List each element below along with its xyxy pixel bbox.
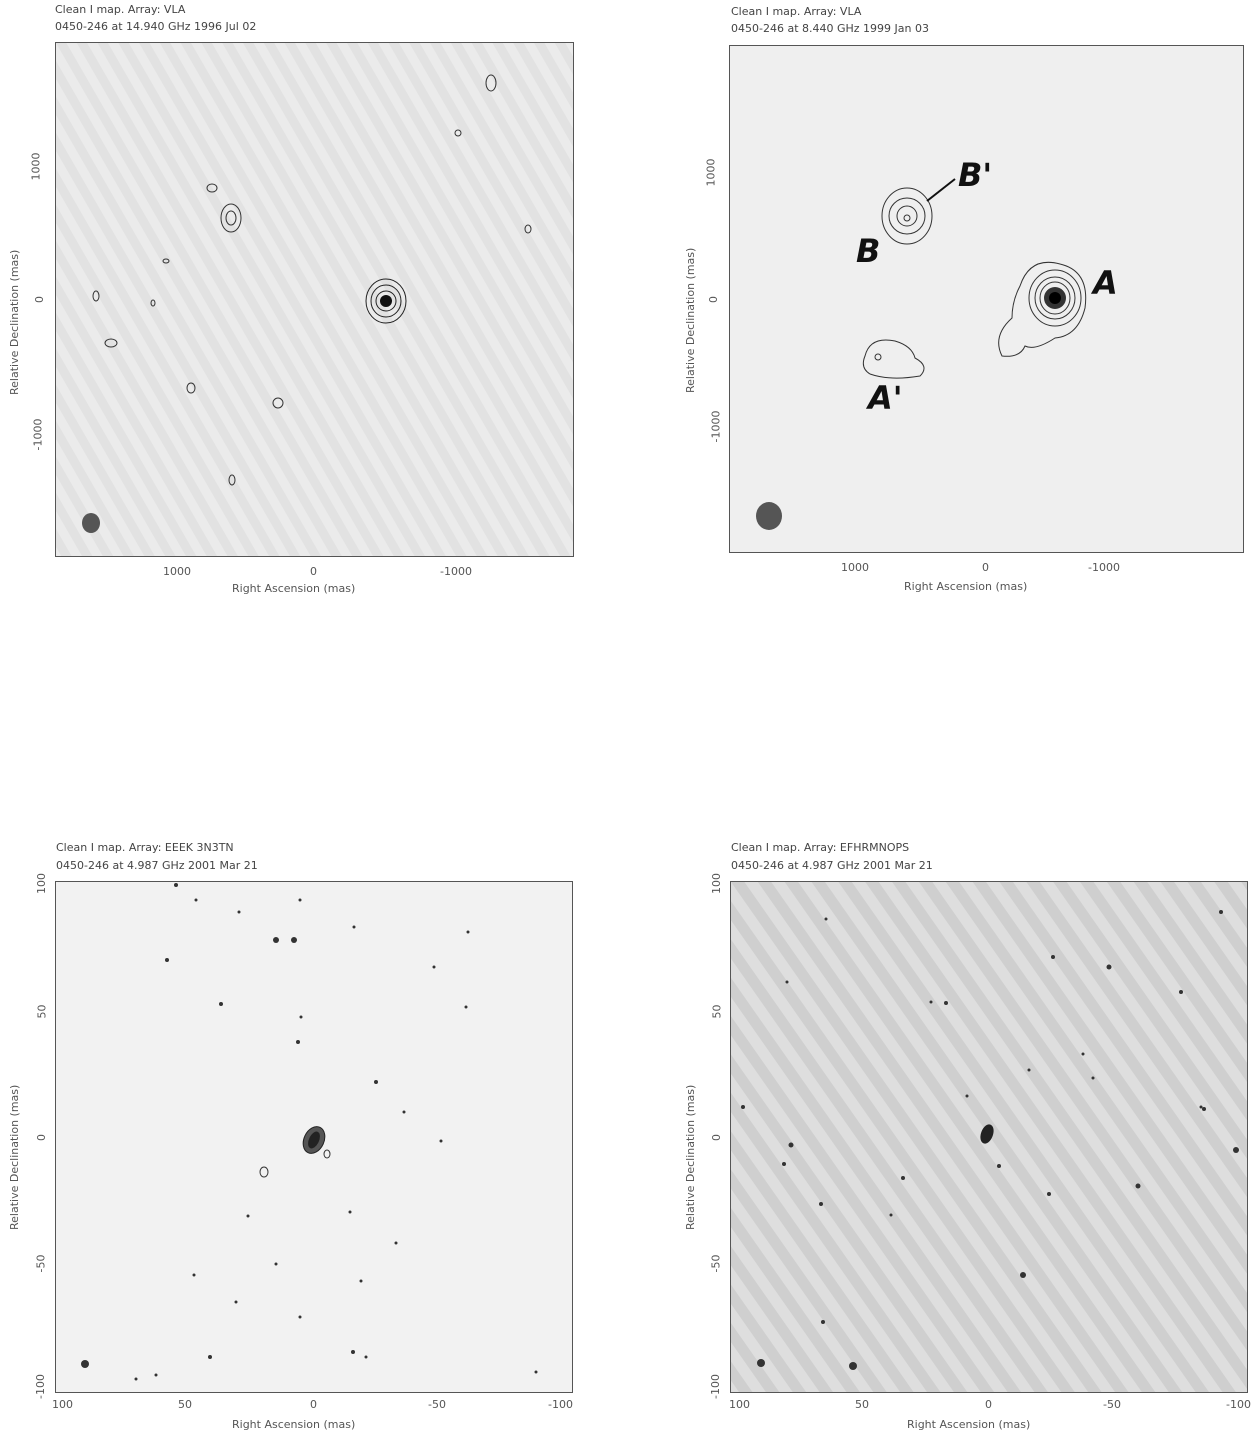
panel4-xlabel: Right Ascension (mas) [907,1418,1031,1431]
panel4-ylabel: Relative Declination (mas) [684,1084,697,1230]
panel2-component-a-prime [862,339,925,379]
panel4-xtick: 0 [985,1398,992,1411]
panel3-xtick: -50 [428,1398,446,1411]
panel2-ylabel: Relative Declination (mas) [684,247,697,393]
panel3-ytick: -100 [33,1374,47,1399]
panel1-map [55,42,574,557]
panel3-ytick: 0 [35,1134,48,1141]
panel1-beam [82,513,100,533]
panel3-xtick: 50 [178,1398,192,1411]
panel2-header-line1: Clean I map. Array: VLA [731,5,862,18]
panel4-header-line1: Clean I map. Array: EFHRMNOPS [731,841,910,854]
panel1-xtick: -1000 [440,565,472,578]
panel3-ytick: -50 [34,1254,48,1273]
panel4-ytick: 0 [710,1134,723,1141]
panel2-label-a-prime: A' [865,379,903,417]
panel3-xtick: -100 [548,1398,573,1411]
panel2-xtick: -1000 [1088,561,1120,574]
panel3-header-line2: 0450-246 at 4.987 GHz 2001 Mar 21 [56,859,258,872]
panel4-core-source [980,1124,994,1144]
panel4-xtick: -50 [1103,1398,1121,1411]
panel4-ytick: -50 [709,1254,723,1273]
panel1-xtick: 1000 [163,565,191,578]
panel2-label-a: A [1090,264,1118,302]
panel1-core-source [365,278,407,324]
panel4-ytick: 50 [710,1004,724,1019]
panel4-ytick: 100 [710,873,723,894]
panel4-ytick: -100 [708,1374,722,1399]
panel3-core-source [259,1126,331,1178]
panel2-header-line2: 0450-246 at 8.440 GHz 1999 Jan 03 [731,22,929,35]
panel2-ytick: -1000 [709,410,723,443]
panel2-label-b-prime: B' [958,156,992,194]
panel2-xtick: 1000 [841,561,869,574]
panel3-ytick: 50 [35,1004,49,1019]
panel1-ytick: 0 [33,296,46,303]
panel2-component-b [881,178,956,245]
panel2-xtick: 0 [982,561,989,574]
panel4-xtick: -100 [1226,1398,1251,1411]
panel3-ylabel: Relative Declination (mas) [8,1084,21,1230]
panel3-map [55,881,573,1393]
panel2-map: B' B A A' [729,45,1244,553]
panel2-ytick: 0 [707,296,720,303]
panel4-xtick: 50 [855,1398,869,1411]
panel1-header-line1: Clean I map. Array: VLA [55,3,186,16]
panel3-xtick: 0 [310,1398,317,1411]
panel1-xlabel: Right Ascension (mas) [232,582,356,595]
panel1-header-line2: 0450-246 at 14.940 GHz 1996 Jul 02 [55,20,257,33]
panel3-ytick: 100 [35,873,48,894]
panel3-xlabel: Right Ascension (mas) [232,1418,356,1431]
panel2-ytick: 1000 [704,158,718,187]
panel3-xtick: 100 [52,1398,73,1411]
panel4-xtick: 100 [729,1398,750,1411]
panel2-label-b: B [856,232,880,270]
panel1-ylabel: Relative Declination (mas) [8,249,21,395]
panel2-xlabel: Right Ascension (mas) [904,580,1028,593]
panel2-component-a [998,261,1087,357]
panel3-header-line1: Clean I map. Array: EEEK 3N3TN [56,841,234,854]
panel1-ytick: -1000 [31,418,45,451]
panel1-xtick: 0 [310,565,317,578]
panel4-header-line2: 0450-246 at 4.987 GHz 2001 Mar 21 [731,859,933,872]
panel4-map [730,881,1248,1393]
panel2-beam [756,502,782,530]
panel1-ytick: 1000 [29,152,43,181]
